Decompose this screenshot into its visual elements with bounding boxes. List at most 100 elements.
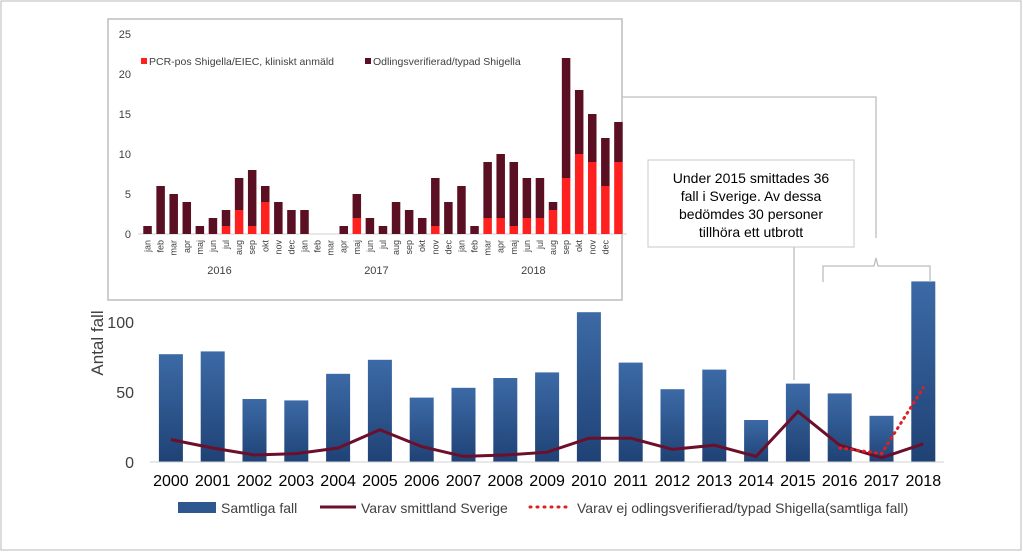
inset-month-label: feb xyxy=(313,240,323,253)
x-tick-label: 2003 xyxy=(279,473,315,490)
inset-bar-pcr xyxy=(234,210,244,234)
bar-2015 xyxy=(785,383,810,462)
inset-month-label: jun xyxy=(522,240,532,253)
main-legend: Samtliga fall Varav smittland Sverige Va… xyxy=(178,500,908,516)
inset-bar-culture xyxy=(548,202,558,210)
inset-month-label: nov xyxy=(430,240,440,255)
legend-label-ej-odlingsverifierad: Varav ej odlingsverifierad/typad Shigell… xyxy=(577,500,908,516)
inset-bar-culture xyxy=(561,58,571,178)
legend-label-smittland-sverige: Varav smittland Sverige xyxy=(361,500,508,516)
x-axis-ticks: 2000 2001 2002 2003 2004 2005 2006 2007 2008 2009… xyxy=(153,473,941,490)
inset-month-label: mar xyxy=(326,240,336,256)
inset-bar-culture xyxy=(365,218,375,234)
inset-bar-culture xyxy=(287,210,296,234)
inset-month-label: okt xyxy=(574,240,584,253)
x-tick-label: 2006 xyxy=(404,473,440,490)
inset-month-label: aug xyxy=(391,240,401,255)
inset-bar-culture xyxy=(417,218,427,234)
x-tick-label: 2012 xyxy=(655,473,691,490)
legend-label-samtliga-fall: Samtliga fall xyxy=(221,500,297,516)
inset-bar-culture xyxy=(339,226,348,234)
inset-month-labels: jan feb mar apr maj jun jul aug sep okt nov dec jan f… xyxy=(143,240,611,256)
inset-month-label: sep xyxy=(561,240,571,255)
legend-swatch-bar xyxy=(178,502,216,513)
bar-2018 xyxy=(911,281,936,462)
inset-month-label: aug xyxy=(234,240,244,255)
inset-y-axis-ticks: 0 5 10 15 20 25 xyxy=(119,29,131,241)
x-tick-label: 2005 xyxy=(362,473,398,490)
inset-bar-pcr xyxy=(588,162,597,234)
inset-month-label: nov xyxy=(273,240,283,255)
inset-bar-pcr xyxy=(496,218,505,234)
inset-bar-pcr xyxy=(509,226,519,234)
inset-bar-culture xyxy=(247,170,257,226)
inset-bar-culture xyxy=(274,202,283,234)
inset-bar-pcr xyxy=(221,226,231,234)
inset-bar-pcr xyxy=(261,202,270,234)
inset-bar-culture xyxy=(522,178,532,218)
inset-month-label: jan xyxy=(300,240,310,253)
inset-month-label: okt xyxy=(417,240,427,253)
inset-y-tick-label: 20 xyxy=(119,69,131,81)
inset-bar-culture xyxy=(182,202,192,234)
bar-series-samtliga-fall xyxy=(158,281,936,462)
inset-y-tick-label: 0 xyxy=(125,229,131,241)
inset-panel xyxy=(107,18,623,301)
inset-stacked-bars xyxy=(143,58,623,234)
inset-bar-pcr xyxy=(574,154,584,234)
inset-bar-culture xyxy=(261,186,270,202)
inset-bar-culture xyxy=(352,194,362,218)
legend-label-pcr: PCR-pos Shigella/EIEC, kliniskt anmäld xyxy=(149,56,334,68)
inset-bar-culture xyxy=(234,178,244,210)
x-tick-label: 2002 xyxy=(237,473,273,490)
inset-bar-pcr xyxy=(483,218,492,234)
inset-y-tick-label: 10 xyxy=(119,149,131,161)
inset-month-label: sep xyxy=(404,240,414,255)
bar-2009 xyxy=(535,372,560,462)
bar-2016 xyxy=(827,393,852,462)
inset-legend: PCR-pos Shigella/EIEC, kliniskt anmäld O… xyxy=(141,56,521,68)
inset-year-label: 2017 xyxy=(364,265,388,277)
x-tick-label: 2014 xyxy=(738,473,774,490)
inset-bar-culture xyxy=(601,138,610,186)
bar-2002 xyxy=(242,399,267,462)
inset-month-label: feb xyxy=(470,240,480,253)
x-tick-label: 2009 xyxy=(529,473,565,490)
inset-month-label: dec xyxy=(443,240,453,255)
inset-month-label: apr xyxy=(182,240,192,253)
bar-2008 xyxy=(493,378,518,462)
inset-month-label: jul xyxy=(535,240,545,250)
inset-bar-culture xyxy=(195,226,205,234)
bracket-2016-2018 xyxy=(822,257,931,282)
inset-month-label: jan xyxy=(456,240,466,253)
bar-2012 xyxy=(660,389,685,462)
legend-swatch-culture xyxy=(365,58,371,64)
inset-bar-culture xyxy=(614,122,623,162)
inset-bar-culture xyxy=(483,162,492,218)
inset-month-label: sep xyxy=(247,240,257,255)
y-axis-label: Antal fall xyxy=(88,310,107,375)
bar-2005 xyxy=(367,359,392,462)
inset-bar-culture xyxy=(496,154,505,218)
inset-bar-culture xyxy=(588,114,597,162)
callout-text: Under 2015 smittades 36 fall i Sverige. A… xyxy=(673,170,830,240)
inset-bar-pcr xyxy=(431,226,440,234)
inset-bar-pcr xyxy=(352,218,362,234)
y-tick-label: 100 xyxy=(107,315,134,332)
inset-y-tick-label: 25 xyxy=(119,29,131,41)
inset-month-label: apr xyxy=(339,240,349,253)
inset-bar-culture xyxy=(156,186,165,234)
x-tick-label: 2018 xyxy=(906,473,942,490)
x-tick-label: 2007 xyxy=(446,473,482,490)
x-tick-label: 2008 xyxy=(488,473,524,490)
inset-month-label: maj xyxy=(195,240,205,255)
inset-y-tick-label: 5 xyxy=(125,189,131,201)
inset-month-label: aug xyxy=(548,240,558,255)
inset-month-label: apr xyxy=(496,240,506,253)
y-tick-label: 50 xyxy=(116,385,134,402)
legend-label-culture: Odlingsverifierad/typad Shigella xyxy=(373,56,521,68)
inset-month-label: mar xyxy=(483,240,493,256)
inset-bar-pcr xyxy=(535,218,545,234)
x-tick-label: 2016 xyxy=(822,473,858,490)
